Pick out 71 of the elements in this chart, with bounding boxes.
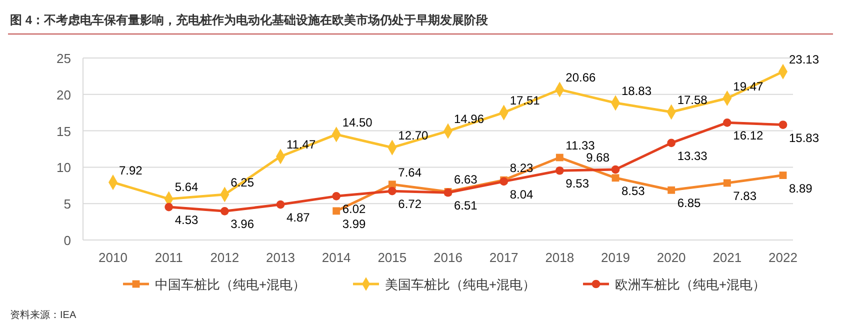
x-tick-label: 2017 xyxy=(489,250,518,265)
point xyxy=(388,186,396,196)
x-tick-label: 2022 xyxy=(768,250,798,265)
x-tick-label: 2014 xyxy=(322,250,351,265)
data-label: 14.50 xyxy=(342,115,373,130)
point xyxy=(332,207,340,215)
x-tick-label: 2010 xyxy=(98,250,128,265)
x-tick-label: 2021 xyxy=(712,250,742,265)
data-label: 5.64 xyxy=(174,180,199,194)
data-label: 8.04 xyxy=(510,187,534,202)
point xyxy=(779,172,787,179)
data-label: 9.53 xyxy=(566,176,590,191)
data-label: 6.63 xyxy=(454,172,478,187)
x-tick-label: 2019 xyxy=(601,250,630,265)
data-label: 9.68 xyxy=(586,150,610,165)
data-label: 17.58 xyxy=(677,93,708,108)
data-label: 15.83 xyxy=(789,130,820,145)
data-label: 8.23 xyxy=(510,161,534,176)
x-tick-label: 2016 xyxy=(434,250,462,265)
y-tick-label: 10 xyxy=(56,160,71,176)
data-label: 7.92 xyxy=(119,163,143,178)
point xyxy=(556,154,564,162)
data-label: 3.96 xyxy=(230,217,254,232)
data-label: 4.87 xyxy=(286,210,310,225)
x-tick-label: 2011 xyxy=(154,250,183,265)
point xyxy=(276,200,285,209)
data-label: 8.53 xyxy=(622,184,646,198)
text: 资料来源：IEA xyxy=(10,309,76,321)
y-tick-label: 0 xyxy=(64,233,71,248)
x-tick-label: 2015 xyxy=(378,250,407,265)
point xyxy=(555,166,564,175)
point xyxy=(612,174,620,182)
point xyxy=(722,118,732,127)
legend-label: 中国车桩比（纯电+混电） xyxy=(155,277,306,292)
data-label: 6.72 xyxy=(398,197,422,212)
y-tick-label: 20 xyxy=(56,87,71,102)
x-tick-label: 2012 xyxy=(210,250,240,265)
x-tick-label: 2013 xyxy=(266,250,295,265)
data-label: 13.33 xyxy=(677,148,708,163)
x-tick-label: 2018 xyxy=(545,250,574,265)
data-label: 6.85 xyxy=(677,196,702,210)
data-label: 6.51 xyxy=(454,198,478,213)
x-tick-label: 2020 xyxy=(656,250,686,265)
data-label: 6.02 xyxy=(342,202,366,216)
data-label: 23.13 xyxy=(789,52,820,67)
data-label: 8.89 xyxy=(789,181,813,196)
y-tick-label: 25 xyxy=(56,51,71,66)
point xyxy=(778,120,788,129)
legend-label: 美国车桩比（纯电+混电） xyxy=(385,277,536,292)
data-label: 12.70 xyxy=(398,128,429,143)
data-label: 4.53 xyxy=(174,213,199,228)
y-tick-label: 5 xyxy=(64,196,71,212)
point xyxy=(668,186,676,194)
y-tick-label: 15 xyxy=(56,124,71,139)
point xyxy=(332,192,341,200)
data-label: 20.66 xyxy=(566,70,596,85)
data-label: 3.99 xyxy=(342,216,366,231)
chart-title: 图 4：不考虑电车保有量影响，充电桩作为电动化基础设施在欧美市场仍处于早期发展阶段 xyxy=(10,13,490,27)
data-label: 11.33 xyxy=(566,138,596,153)
point xyxy=(723,179,731,187)
data-label: 7.64 xyxy=(398,165,422,180)
point xyxy=(611,165,620,174)
data-label: 16.12 xyxy=(733,128,764,143)
data-label: 14.96 xyxy=(454,112,484,126)
point xyxy=(164,202,174,212)
data-label: 18.83 xyxy=(622,84,652,98)
point xyxy=(667,138,676,148)
point xyxy=(388,180,396,188)
legend-label: 欧洲车桩比（纯电+混电） xyxy=(615,277,766,292)
point xyxy=(220,206,229,216)
data-label: 7.83 xyxy=(733,189,757,203)
